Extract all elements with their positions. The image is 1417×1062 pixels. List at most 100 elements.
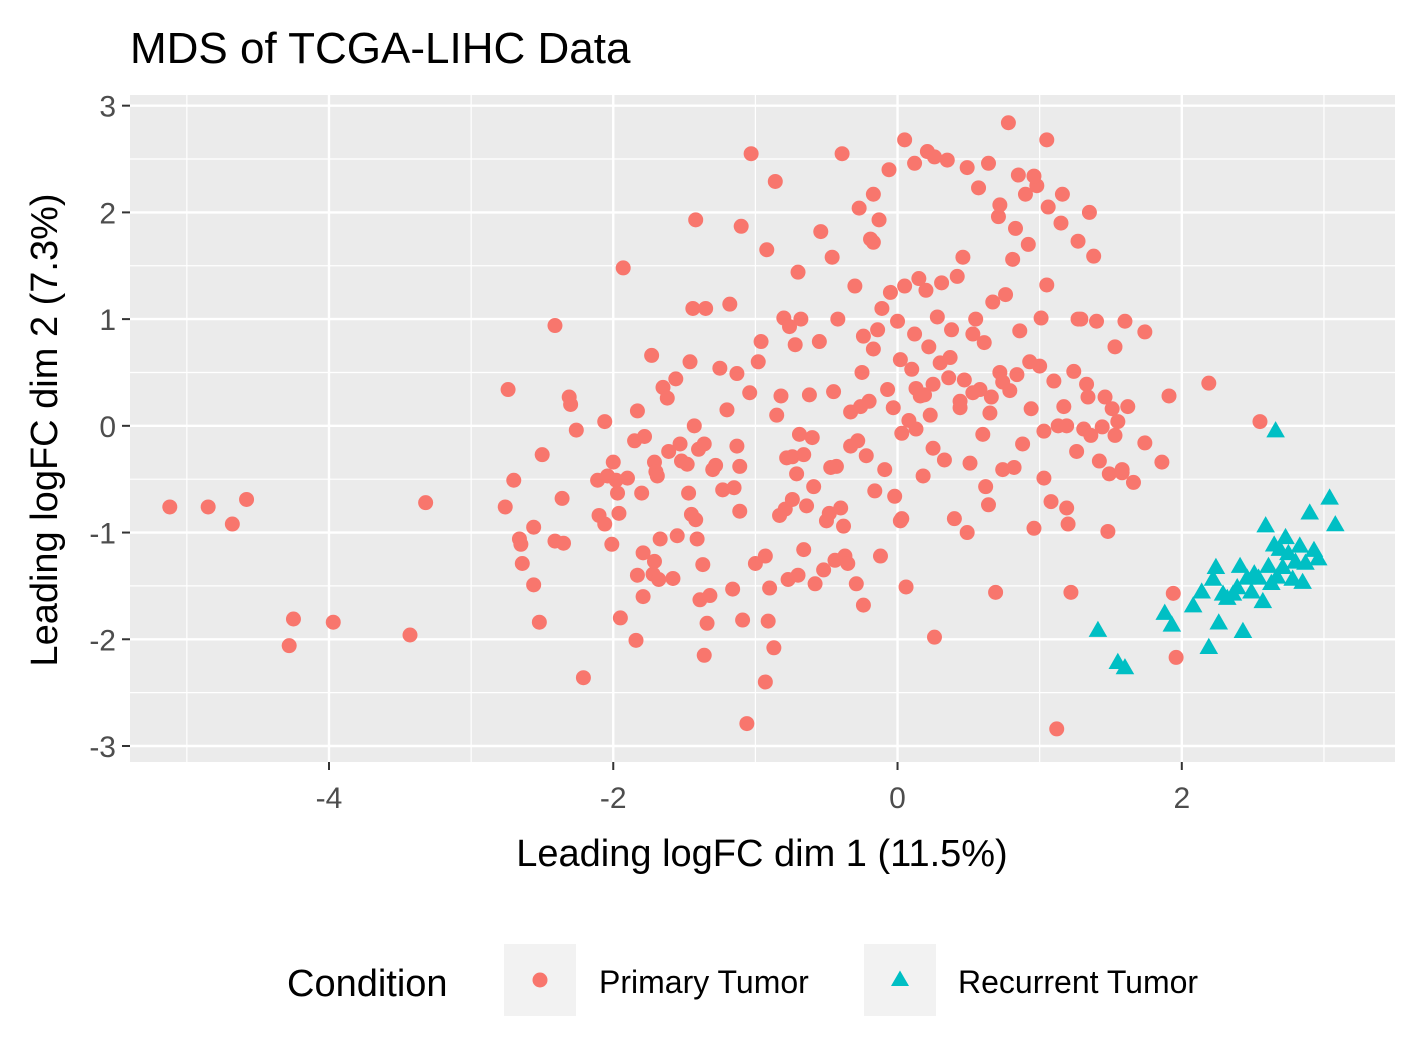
primary-tumor-point: [514, 556, 530, 572]
primary-tumor-point: [637, 429, 653, 445]
tick-labels: -4 -2 0 2 -3 -2 -1 0 1 2 3: [89, 91, 1190, 815]
primary-tumor-point: [705, 462, 721, 478]
primary-tumor-point: [757, 674, 773, 690]
recurrent-tumor-point: [1088, 620, 1108, 637]
primary-tumor-point: [281, 638, 297, 654]
primary-tumor-point: [799, 498, 815, 514]
primary-tumor-point: [855, 328, 871, 344]
primary-tumor-point: [1046, 373, 1062, 389]
primary-tumor-point: [526, 577, 542, 593]
primary-tumor-point: [806, 479, 822, 495]
primary-tumor-point: [611, 505, 627, 521]
primary-tumor-point: [865, 186, 881, 202]
primary-tumor-point: [735, 612, 751, 628]
primary-tumor-point: [661, 443, 677, 459]
primary-tumor-point: [1125, 474, 1141, 490]
primary-tumor-point: [922, 407, 938, 423]
primary-tumor-point: [1110, 414, 1126, 430]
primary-tumor-point: [807, 576, 823, 592]
chart-title: MDS of TCGA-LIHC Data: [130, 24, 631, 73]
primary-tumor-point: [826, 384, 842, 400]
primary-tumor-point: [985, 294, 1001, 310]
primary-tumor-point: [1026, 520, 1042, 536]
primary-tumor-point: [995, 462, 1011, 478]
primary-tumor-point: [880, 382, 896, 398]
primary-tumor-point: [719, 402, 735, 418]
primary-tumor-point: [925, 376, 941, 392]
primary-tumor-point: [965, 385, 981, 401]
primary-tumor-point: [992, 197, 1008, 213]
primary-tumor-point: [962, 455, 978, 471]
primary-tumor-point: [500, 382, 516, 398]
recurrent-tumor-point: [1266, 421, 1285, 438]
primary-tumor-point: [634, 485, 650, 501]
primary-tumor-point: [908, 421, 924, 437]
primary-tumor-point: [907, 155, 923, 171]
primary-tumor-point: [843, 438, 859, 454]
primary-tumor-point: [925, 440, 941, 456]
primary-tumor-point: [1079, 376, 1095, 392]
recurrent-tumor-point: [1230, 556, 1250, 573]
primary-tumor-point: [941, 370, 957, 386]
primary-tumor-point: [1012, 323, 1028, 339]
primary-tumor-point: [1137, 435, 1153, 451]
primary-tumor-point: [995, 374, 1011, 390]
primary-tumor-point: [672, 436, 688, 452]
primary-tumor-point: [861, 393, 877, 409]
primary-tumor-point: [1100, 523, 1116, 539]
recurrent-tumor-point: [1162, 615, 1182, 632]
primary-tumor-point: [929, 309, 945, 325]
primary-tumor-point: [833, 500, 849, 516]
primary-tumor-point: [867, 483, 883, 499]
primary-tumor-point: [547, 318, 563, 334]
primary-tumor-point: [787, 337, 803, 353]
recurrent-tumor-point: [1209, 613, 1229, 630]
data-points: [162, 115, 1345, 737]
recurrent-tumor-point: [1267, 567, 1287, 584]
recurrent-tumor-point: [1233, 621, 1253, 639]
primary-tumor-point: [652, 531, 668, 547]
recurrent-tumor-point: [1203, 569, 1223, 586]
primary-tumor-point: [619, 470, 635, 486]
primary-tumor-point: [877, 462, 893, 478]
primary-tumor-point: [1036, 470, 1052, 486]
y-tick-label: -1: [89, 518, 116, 551]
primary-tumor-point: [695, 557, 711, 573]
primary-tumor-point: [668, 371, 684, 387]
primary-tumor-point: [855, 597, 871, 613]
primary-tumor-point: [743, 146, 759, 162]
primary-tumor-point: [1080, 389, 1096, 405]
primary-tumor-point: [224, 516, 240, 532]
primary-tumor-point: [732, 458, 748, 474]
primary-tumor-point: [644, 347, 660, 363]
axis-ticks: [122, 104, 1183, 770]
primary-tumor-point: [635, 545, 651, 561]
y-tick-label: 2: [99, 197, 116, 230]
primary-tumor-point: [904, 361, 920, 377]
primary-tumor-point: [1161, 388, 1177, 404]
primary-tumor-point: [1010, 167, 1026, 183]
primary-tumor-point: [669, 528, 685, 544]
primary-tumor-point: [790, 264, 806, 280]
primary-tumor-point: [949, 268, 965, 284]
primary-tumor-point: [836, 518, 852, 534]
primary-tumor-point: [848, 576, 864, 592]
primary-tumor-point: [980, 155, 996, 171]
recurrent-tumor-point: [1242, 582, 1261, 599]
recurrent-tumor-point: [1276, 527, 1295, 545]
primary-tumor-point: [772, 507, 788, 523]
primary-tumor-point: [753, 334, 769, 350]
primary-tumor-point: [897, 132, 913, 148]
primary-tumor-point: [651, 572, 667, 588]
primary-tumor-point: [402, 627, 418, 643]
recurrent-tumor-point: [1206, 557, 1226, 574]
primary-tumor-point: [952, 393, 968, 409]
x-tick-label: -4: [316, 782, 343, 815]
primary-tumor-point: [1120, 399, 1136, 415]
legend-marker-recurrent: [891, 970, 909, 986]
primary-tumor-point: [1053, 215, 1069, 231]
recurrent-tumor-point: [1290, 536, 1310, 553]
primary-tumor-point: [784, 491, 800, 507]
primary-tumor-point: [766, 640, 782, 656]
y-tick-label: -2: [89, 624, 116, 657]
